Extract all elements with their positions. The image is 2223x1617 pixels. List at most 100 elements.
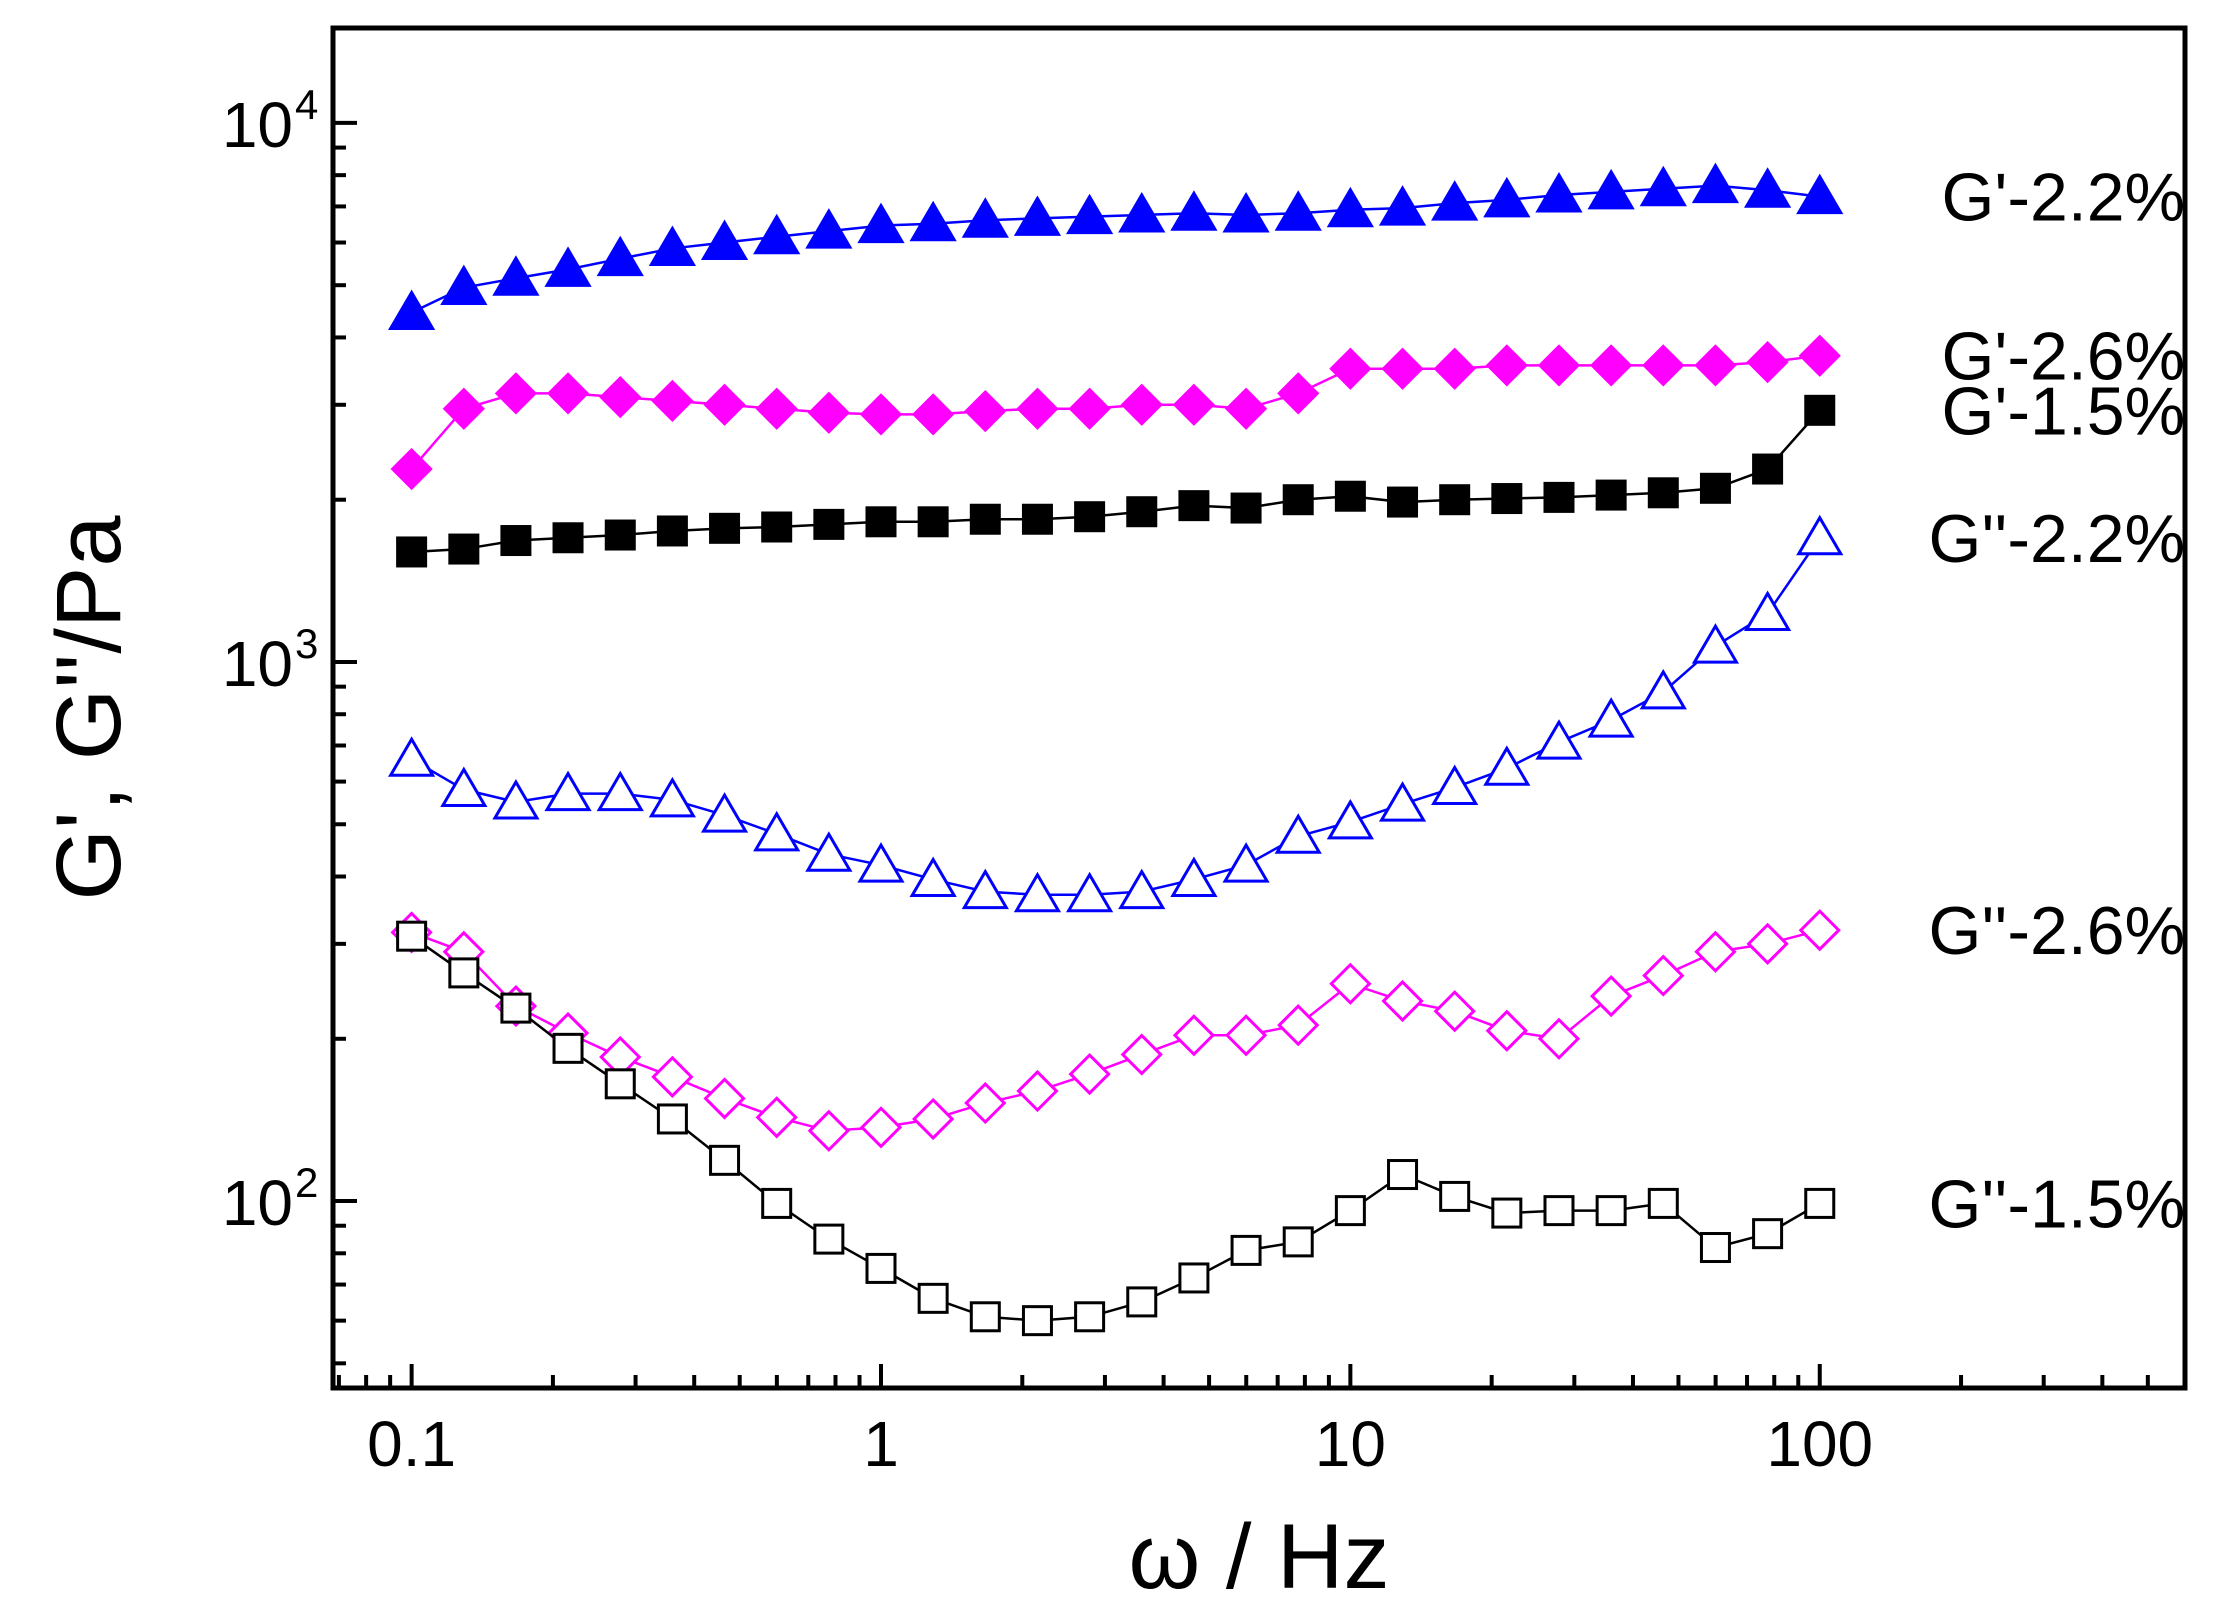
data-point xyxy=(1433,990,1476,1033)
data-point xyxy=(912,393,955,436)
data-point xyxy=(969,503,1001,535)
data-point xyxy=(1485,344,1528,387)
data-point xyxy=(1178,490,1210,522)
data-point xyxy=(390,447,433,491)
data-point xyxy=(1126,1286,1158,1318)
x-tick-label: 100 xyxy=(1766,1408,1873,1480)
y-tick-label-base: 10 xyxy=(222,628,293,700)
data-point xyxy=(1491,483,1523,515)
data-point xyxy=(1282,484,1314,516)
data-point xyxy=(596,235,644,277)
data-point xyxy=(1483,745,1531,786)
data-point xyxy=(388,289,436,330)
x-tick-label: 10 xyxy=(1315,1408,1386,1480)
data-point xyxy=(1537,1017,1581,1060)
data-point xyxy=(1387,486,1419,518)
data-point xyxy=(761,511,793,543)
y-tick-label-base: 10 xyxy=(222,1167,293,1239)
data-point xyxy=(1016,1069,1059,1113)
data-point xyxy=(805,831,853,872)
data-point xyxy=(1378,781,1427,822)
series-line xyxy=(411,409,1821,554)
data-point xyxy=(1535,172,1583,213)
data-point xyxy=(1543,1195,1575,1227)
data-point xyxy=(703,1077,746,1120)
series-label: G''-2.2% xyxy=(1929,501,2186,577)
x-tick-label: 1 xyxy=(863,1408,899,1480)
data-point xyxy=(1535,719,1583,760)
y-tick-label-base: 10 xyxy=(222,89,293,161)
series-label: G'-1.5% xyxy=(1941,373,2185,449)
data-point xyxy=(961,197,1009,238)
data-point xyxy=(500,525,532,557)
data-point xyxy=(546,372,590,415)
data-point xyxy=(1642,954,1685,997)
data-point xyxy=(1329,962,1372,1005)
data-point xyxy=(1224,387,1268,430)
data-point xyxy=(1804,1187,1836,1219)
series-line xyxy=(411,184,1820,314)
y-tick-label-exponent: 4 xyxy=(295,81,318,128)
data-point xyxy=(1587,697,1635,738)
data-point xyxy=(1334,480,1366,512)
data-point xyxy=(857,842,905,883)
data-point xyxy=(709,512,741,544)
data-point xyxy=(1804,394,1836,426)
data-point xyxy=(552,1032,584,1064)
data-point xyxy=(1595,1195,1627,1227)
data-point xyxy=(807,391,850,434)
data-point xyxy=(552,522,584,554)
y-tick-label-exponent: 2 xyxy=(295,1159,318,1206)
data-point xyxy=(1639,165,1687,207)
data-point xyxy=(1439,1180,1471,1212)
series-line xyxy=(410,935,1821,1322)
data-point xyxy=(442,387,485,430)
data-point xyxy=(1224,1014,1268,1057)
data-point xyxy=(909,856,957,897)
data-point xyxy=(1752,1218,1784,1250)
data-point xyxy=(651,1055,694,1098)
data-point xyxy=(1642,344,1685,387)
y-tick-label: 10 3 xyxy=(222,620,319,700)
data-point xyxy=(857,202,905,244)
x-tick-label: 0.1 xyxy=(367,1408,456,1480)
data-point xyxy=(396,920,428,952)
data-point xyxy=(656,515,688,547)
series-G''-1.5% xyxy=(396,920,1836,1337)
data-point xyxy=(865,1252,897,1284)
x-axis-title: ω / Hz xyxy=(1129,1506,1390,1608)
data-point xyxy=(1694,930,1737,973)
data-point xyxy=(1172,383,1216,426)
data-point xyxy=(909,200,957,242)
series-label: G''-2.6% xyxy=(1929,893,2186,969)
data-point xyxy=(1381,347,1424,390)
data-point xyxy=(1595,479,1627,511)
data-point xyxy=(1431,180,1479,221)
data-point xyxy=(1274,190,1322,231)
data-point xyxy=(805,208,853,249)
data-point xyxy=(1798,909,1841,952)
data-point xyxy=(492,255,540,296)
data-point xyxy=(709,1144,741,1176)
data-point xyxy=(1120,1033,1163,1076)
data-point xyxy=(651,379,694,423)
data-point xyxy=(1068,1052,1111,1096)
data-point xyxy=(448,957,480,989)
data-point xyxy=(1381,979,1424,1023)
data-point xyxy=(1699,472,1731,504)
data-point xyxy=(1074,1301,1106,1333)
data-point xyxy=(648,225,697,266)
series-line xyxy=(410,354,1820,470)
data-point xyxy=(859,1106,903,1149)
y-axis-title: G', G''/Pa xyxy=(38,515,140,901)
data-point xyxy=(1178,1262,1210,1294)
data-point xyxy=(1065,193,1114,235)
data-point xyxy=(1439,484,1471,516)
data-point xyxy=(604,519,636,551)
data-point xyxy=(596,770,644,812)
data-point xyxy=(1387,1159,1419,1191)
data-point xyxy=(813,508,845,540)
data-point xyxy=(544,770,592,812)
